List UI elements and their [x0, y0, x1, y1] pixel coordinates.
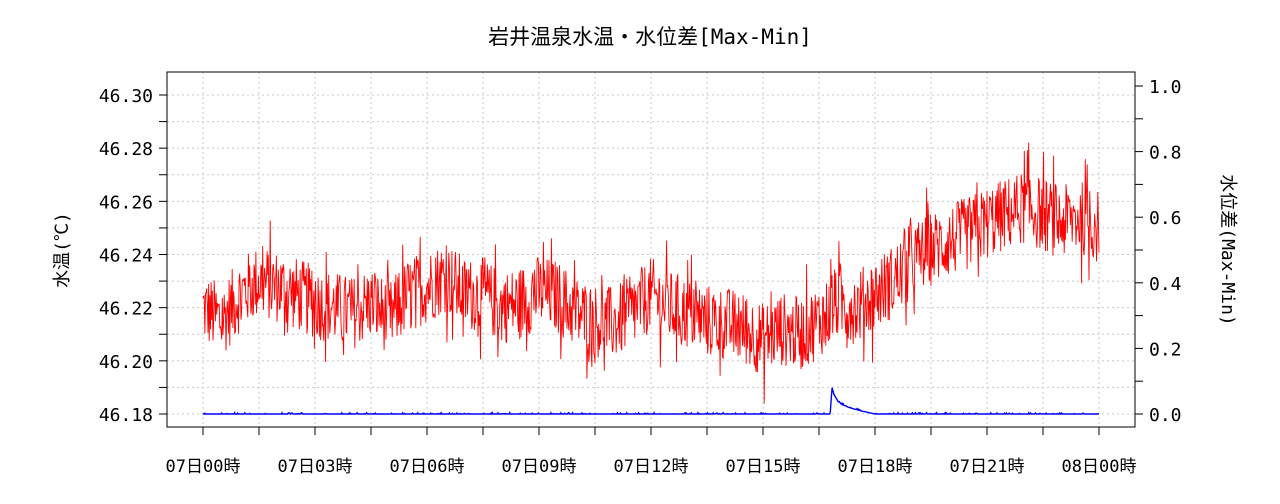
- right-axis-label: 水位差(Max-Min): [1217, 174, 1238, 326]
- x-tick-label: 07日09時: [502, 457, 577, 477]
- chart-title: 岩井温泉水温・水位差[Max-Min]: [488, 25, 812, 49]
- x-tick-label: 07日21時: [950, 457, 1025, 477]
- right-tick-label: 1.0: [1149, 77, 1182, 98]
- left-axis-label: 水温(℃): [52, 212, 73, 288]
- grid-layer: [167, 72, 1135, 427]
- water-level-diff-line: [202, 387, 1100, 416]
- x-tick-label: 08日00時: [1062, 457, 1137, 477]
- x-tick-label: 07日15時: [726, 457, 801, 477]
- left-tick-label: 46.22: [99, 299, 153, 320]
- left-tick-label: 46.20: [99, 352, 153, 373]
- left-tick-label: 46.18: [99, 405, 153, 426]
- x-tick-label: 07日00時: [166, 457, 241, 477]
- left-tick-label: 46.24: [99, 246, 153, 267]
- x-tick-label: 07日18時: [838, 457, 913, 477]
- right-tick-label: 0.6: [1149, 208, 1182, 229]
- x-tick-label: 07日06時: [390, 457, 465, 477]
- right-tick-label: 0.8: [1149, 143, 1182, 164]
- series-layer: [202, 142, 1100, 416]
- right-tick-label: 0.2: [1149, 339, 1182, 360]
- x-tick-label: 07日12時: [614, 457, 689, 477]
- left-tick-label: 46.26: [99, 192, 153, 213]
- x-tick-label: 07日03時: [278, 457, 353, 477]
- left-tick-label: 46.28: [99, 139, 153, 160]
- water-temperature-line: [202, 142, 1100, 404]
- right-tick-label: 0.4: [1149, 274, 1182, 295]
- right-tick-label: 0.0: [1149, 405, 1182, 426]
- left-tick-label: 46.30: [99, 86, 153, 107]
- axes-layer: 07日00時 07日03時 07日06時 07日09時 07日12時 07日15時 07日1…: [99, 77, 1182, 477]
